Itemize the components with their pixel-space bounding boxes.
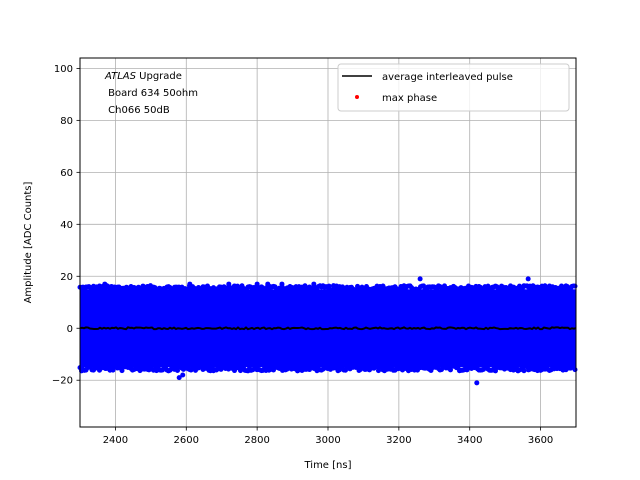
noise-point	[521, 368, 527, 374]
outlier-point	[102, 281, 108, 287]
y-axis-label: Amplitude [ADC Counts]	[23, 181, 34, 303]
outlier-point	[417, 276, 423, 282]
y-tick-label: 0	[67, 324, 73, 335]
noise-point	[572, 367, 578, 373]
mean-line-layer	[79, 326, 577, 331]
average-pulse-line	[79, 326, 577, 331]
y-tick-label: −20	[52, 376, 73, 387]
annotation-upgrade: Upgrade	[136, 71, 182, 82]
annotation: ATLAS Upgrade Board 634 50ohm Ch066 50dB	[104, 71, 198, 116]
noise-point	[455, 364, 461, 370]
outlier-point	[176, 375, 182, 381]
x-axis-label: Time [ns]	[303, 460, 351, 471]
outlier-point	[311, 281, 317, 287]
y-tick-label: 20	[60, 272, 73, 283]
x-tick-label: 2800	[244, 435, 269, 446]
outlier-point	[474, 380, 480, 386]
legend-entry-max-phase: max phase	[382, 93, 437, 104]
legend-box	[337, 63, 570, 112]
outlier-point	[279, 281, 285, 287]
noise-point	[562, 287, 567, 293]
y-tick-label: 100	[54, 64, 73, 75]
annotation-line-1: ATLAS Upgrade	[104, 71, 182, 82]
noise-point	[119, 368, 125, 374]
outlier-point	[525, 276, 531, 282]
x-tick-label: 3200	[386, 435, 411, 446]
outlier-point	[254, 281, 260, 287]
outlier-point	[265, 281, 271, 287]
outlier-point	[226, 281, 232, 287]
annotation-line-3: Ch066 50dB	[105, 105, 170, 116]
legend: average interleaved pulse max phase	[337, 63, 570, 112]
x-tick-label: 2600	[174, 435, 199, 446]
y-tick-label: 60	[60, 168, 73, 179]
noise-point	[389, 363, 395, 369]
y-tick-label: 40	[60, 220, 73, 231]
x-tick-label: 3000	[315, 435, 340, 446]
legend-entry-average: average interleaved pulse	[382, 72, 513, 83]
x-tick-label: 3600	[528, 435, 553, 446]
plot-data	[77, 276, 578, 386]
outlier-point	[180, 372, 186, 378]
y-tick-label: 80	[60, 116, 73, 127]
outlier-point	[187, 281, 193, 287]
annotation-atlas: ATLAS	[104, 71, 137, 82]
noise-point	[326, 283, 332, 289]
x-tick-label: 3400	[457, 435, 482, 446]
annotation-line-2: Board 634 50ohm	[105, 88, 198, 99]
x-axis: 2400 2600 2800 3000 3200 3400 3600	[103, 427, 553, 446]
x-tick-label: 2400	[103, 435, 128, 446]
noise-point	[572, 283, 578, 289]
legend-marker-swatch	[355, 95, 359, 99]
y-axis: −20 0 20 40 60 80 100	[52, 64, 80, 387]
